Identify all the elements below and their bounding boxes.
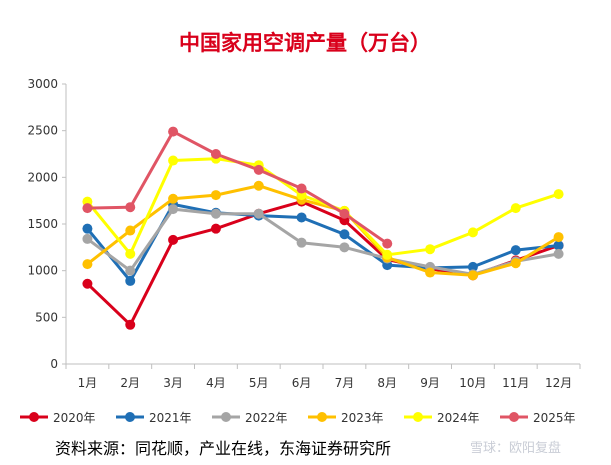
x-tick-label: 4月 — [206, 376, 226, 390]
x-tick-label: 12月 — [545, 376, 572, 390]
y-tick-label: 1500 — [27, 217, 58, 231]
legend-label: 2023年 — [341, 411, 384, 425]
legend-label: 2020年 — [53, 411, 96, 425]
legend-label: 2022年 — [245, 411, 288, 425]
data-point — [296, 212, 307, 223]
data-point — [253, 180, 264, 191]
data-point — [467, 270, 478, 281]
data-point — [339, 229, 350, 240]
axes: 0 500 1000 1500 2000 2500 3000 1月 2月 3月 4月 5月 6月 7月 8月… — [27, 77, 581, 390]
data-point — [125, 319, 136, 330]
data-point — [339, 208, 350, 219]
data-point — [553, 189, 564, 200]
data-point — [168, 126, 179, 137]
data-point — [510, 258, 521, 269]
data-point — [553, 232, 564, 243]
series-2025年 — [82, 126, 393, 249]
data-point — [82, 259, 93, 270]
legend-marker — [29, 412, 39, 422]
x-tick-label: 2月 — [120, 376, 140, 390]
x-tick-label: 10月 — [459, 376, 486, 390]
series-2023年 — [82, 180, 564, 281]
data-point — [82, 223, 93, 234]
series-line — [86, 184, 560, 277]
series-line — [86, 200, 560, 327]
legend-label: 2024年 — [437, 411, 480, 425]
data-point — [125, 248, 136, 259]
data-point — [425, 267, 436, 278]
data-point — [510, 245, 521, 256]
data-point — [425, 244, 436, 255]
legend-marker — [509, 412, 519, 422]
data-point — [382, 249, 393, 260]
series-line — [86, 207, 559, 276]
data-point — [82, 278, 93, 289]
legend-item: 2024年 — [404, 411, 480, 425]
data-point — [210, 223, 221, 234]
data-point — [253, 208, 264, 219]
x-tick-label: 5月 — [249, 376, 269, 390]
data-point — [210, 149, 221, 159]
series-group — [82, 126, 564, 330]
legend-item: 2023年 — [308, 411, 384, 425]
legend-item: 2022年 — [212, 411, 288, 425]
data-point — [82, 233, 93, 244]
y-tick-label: 2000 — [27, 170, 58, 184]
data-point — [339, 242, 350, 253]
x-tick-label: 1月 — [78, 376, 98, 390]
data-point — [296, 237, 307, 248]
y-tick-label: 2500 — [27, 124, 58, 138]
data-point — [296, 183, 307, 194]
legend: 2020年 2021年 2022年 2023年 2024年 2025年 — [20, 411, 576, 425]
legend-marker — [125, 412, 135, 422]
data-point — [553, 240, 564, 251]
watermark: 雪球：欧阳复盘 — [470, 440, 561, 456]
data-point — [125, 265, 136, 276]
legend-item: 2021年 — [116, 411, 192, 425]
legend-item: 2020年 — [20, 411, 96, 425]
data-point — [82, 203, 93, 214]
y-tick-label: 500 — [35, 310, 58, 324]
y-tick-label: 3000 — [27, 77, 58, 91]
data-point — [168, 204, 179, 215]
series-line — [87, 130, 389, 245]
series-2022年 — [82, 204, 564, 280]
x-tick-label: 7月 — [335, 376, 355, 390]
data-point — [510, 203, 521, 214]
data-point — [382, 238, 393, 249]
x-tick-label: 3月 — [163, 376, 183, 390]
data-point — [210, 190, 221, 201]
data-point — [467, 227, 478, 238]
y-tick-label: 1000 — [27, 264, 58, 278]
legend-item: 2025年 — [500, 411, 576, 425]
data-point — [467, 261, 478, 272]
data-point — [125, 202, 136, 213]
x-tick-label: 9月 — [420, 376, 440, 390]
legend-marker — [221, 412, 231, 422]
series-line — [86, 157, 560, 257]
data-point — [125, 275, 136, 286]
data-point — [210, 208, 221, 219]
data-point — [168, 193, 179, 204]
x-tick-label: 8月 — [377, 376, 397, 390]
data-point — [253, 164, 264, 175]
source-note: 资料来源：同花顺，产业在线，东海证券研究所 — [55, 439, 391, 458]
x-tick-label: 11月 — [502, 376, 529, 390]
data-point — [125, 225, 136, 236]
legend-marker — [317, 412, 327, 422]
series-2020年 — [82, 196, 564, 330]
data-point — [553, 248, 564, 259]
data-point — [168, 155, 179, 166]
data-point — [168, 234, 179, 245]
legend-label: 2025年 — [533, 411, 576, 425]
legend-label: 2021年 — [149, 411, 192, 425]
y-tick-label: 0 — [50, 357, 58, 371]
x-tick-label: 6月 — [292, 376, 312, 390]
chart-title: 中国家用空调产量（万台） — [179, 31, 431, 55]
legend-marker — [413, 412, 423, 422]
